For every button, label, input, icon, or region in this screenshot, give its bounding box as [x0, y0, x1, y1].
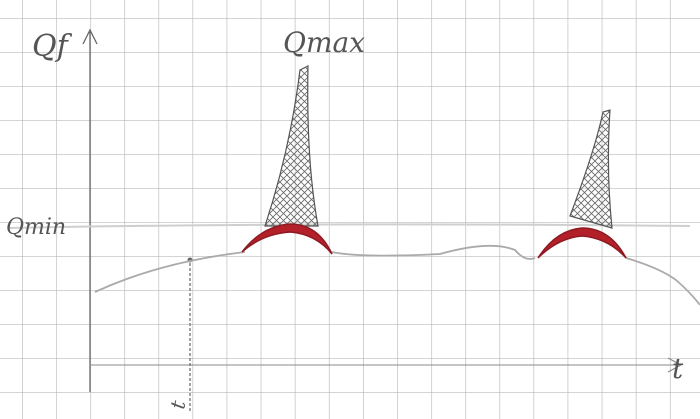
- threshold-label: Qmin: [6, 215, 66, 240]
- peak-label: Qmax: [283, 26, 365, 59]
- sketch: Qf Qmax Qmin t t: [0, 0, 700, 419]
- y-axis-label: Qf: [32, 29, 73, 64]
- x-axis-label: t: [672, 352, 684, 385]
